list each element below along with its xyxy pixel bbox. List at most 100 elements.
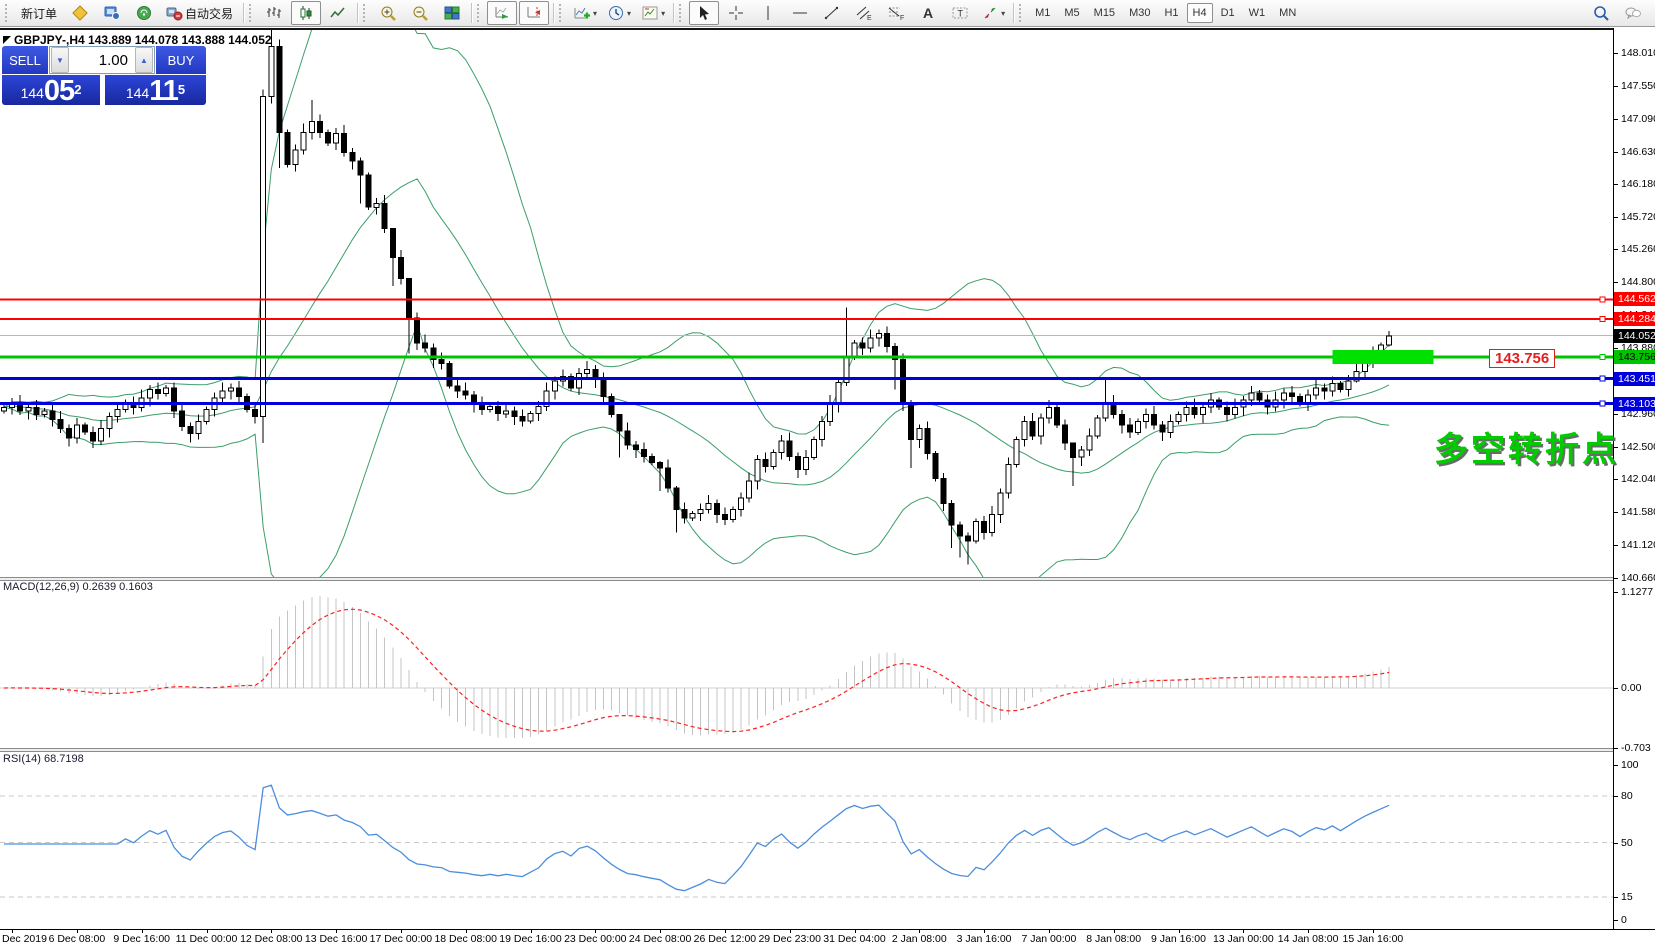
chart-window[interactable] (0, 28, 1655, 947)
symbol-quotes: 143.889 144.078 143.888 144.052 (88, 33, 272, 47)
price-tick-label: 80 (1621, 790, 1633, 802)
horizontal-line-button[interactable] (785, 1, 815, 25)
zoom-out-icon (413, 6, 428, 21)
line-handle[interactable] (1599, 353, 1606, 360)
timeframe-mn-button[interactable]: MN (1279, 7, 1297, 19)
buy-price-big: 11 (149, 75, 179, 107)
highlight-rectangle[interactable] (1332, 349, 1434, 364)
templates-button[interactable]: ▾ (637, 1, 669, 25)
price-callout-box[interactable]: 143.756 (1489, 349, 1556, 368)
new-order-button[interactable]: 新订单 (21, 6, 58, 21)
price-tick-label: 144.800 (1621, 276, 1655, 289)
price-axis[interactable]: 148.010 147.550 147.090 146.630 146.180 145.7… (1613, 28, 1655, 929)
line-handle[interactable] (1599, 400, 1606, 407)
text-button[interactable]: A (913, 1, 943, 25)
volume-input[interactable] (70, 50, 134, 70)
sell-price-display[interactable]: 144 05 2 (2, 75, 100, 106)
toolbar-grip[interactable] (363, 4, 369, 22)
turning-point-annotation[interactable]: 多空转折点 (1434, 431, 1619, 469)
autotrading-button[interactable]: 自动交易 (161, 1, 239, 25)
macd-panel[interactable] (0, 582, 1613, 748)
zoom-out-button[interactable] (405, 1, 435, 25)
arrows-button[interactable]: ▾ (977, 1, 1009, 25)
time-axis-tick (12, 930, 14, 933)
time-axis-tick (76, 930, 78, 933)
time-label: 7 Jan 00:00 (1021, 933, 1077, 945)
bollinger-bands[interactable] (3, 30, 1390, 578)
volume-decrease-button[interactable]: ▼ (51, 47, 69, 73)
panel-divider[interactable] (0, 577, 1655, 581)
fibonacci-button[interactable]: F (881, 1, 911, 25)
line-handle[interactable] (1599, 316, 1606, 323)
zoom-in-button[interactable] (373, 1, 403, 25)
time-axis[interactable]: Dec 2019 6 Dec 08:00 9 Dec 16:00 11 Dec 00:… (0, 929, 1655, 947)
candlestick-button[interactable] (291, 1, 322, 25)
metaeditor-button[interactable] (65, 1, 95, 25)
timeframe-w1-button[interactable]: W1 (1248, 7, 1266, 19)
time-label: 19 Dec 16:00 (499, 933, 562, 945)
price-axis-tick (1614, 282, 1618, 284)
toolbar-grip[interactable] (559, 4, 565, 22)
timeframe-m15-button[interactable]: M15 (1093, 7, 1116, 19)
channel-button[interactable]: E (849, 1, 879, 25)
bar-chart-button[interactable] (259, 1, 289, 25)
auto-scroll-button[interactable] (487, 1, 518, 25)
tile-windows-button[interactable] (437, 1, 467, 25)
time-axis-tick (400, 930, 402, 933)
line-chart-button[interactable] (323, 1, 353, 25)
toolbar-grip[interactable] (5, 4, 11, 22)
price-axis-tick (1614, 53, 1618, 54)
timeframe-h4-button[interactable]: H4 (1186, 3, 1213, 23)
toolbar-grip[interactable] (1019, 4, 1025, 22)
search-button[interactable] (1586, 1, 1616, 25)
timeframe-h1-button[interactable]: H1 (1164, 7, 1179, 19)
time-label: 23 Dec 00:00 (564, 933, 627, 945)
timeframe-d1-button[interactable]: D1 (1220, 7, 1235, 19)
panel-divider[interactable] (0, 748, 1655, 752)
time-axis-tick (854, 930, 856, 933)
time-axis-tick (206, 930, 208, 933)
chat-button[interactable] (1618, 1, 1648, 25)
candles[interactable] (1, 30, 1393, 565)
terminal-button[interactable] (97, 1, 127, 25)
buy-price-display[interactable]: 144 11 5 (105, 75, 206, 107)
label-button[interactable]: T (945, 1, 975, 25)
vertical-line-button[interactable] (753, 1, 783, 25)
volume-increase-button[interactable]: ▲ (135, 47, 153, 73)
candlestick-chart[interactable] (0, 30, 1613, 578)
sell-button[interactable]: SELL (2, 46, 48, 74)
line-handle[interactable] (1599, 375, 1606, 382)
text-icon: A (923, 5, 933, 21)
time-label: 6 Dec 08:00 (48, 933, 106, 945)
time-axis-tick (724, 930, 726, 933)
toolbar-separator (471, 3, 474, 23)
time-label: 8 Jan 08:00 (1086, 933, 1142, 945)
macd-signal-line (3, 608, 1390, 733)
timeframe-m30-button[interactable]: M30 (1129, 7, 1151, 19)
main-toolbar: 新订单 自动交易 ▾ ▾ ▾ E F A T ▾ M1 M5 M15 M30 H1 H4 D1 W1 MN (0, 0, 1655, 27)
price-tick-label: 146.630 (1621, 145, 1655, 158)
time-label: 2 Jan 08:00 (891, 933, 947, 945)
indicators-button[interactable]: ▾ (569, 1, 601, 25)
price-axis-tick (1614, 85, 1618, 87)
arrows-icon (984, 7, 996, 19)
time-label: 17 Dec 00:00 (369, 933, 433, 945)
rsi-panel[interactable] (0, 753, 1613, 929)
toolbar-grip[interactable] (679, 4, 685, 22)
trendline-button[interactable] (817, 1, 847, 25)
cursor-button[interactable] (689, 1, 720, 25)
timeframe-m5-button[interactable]: M5 (1064, 7, 1080, 19)
toolbar-grip[interactable] (249, 4, 255, 22)
buy-button[interactable]: BUY (156, 46, 206, 74)
time-axis-tick (271, 930, 273, 933)
periods-button[interactable]: ▾ (603, 1, 635, 25)
toolbar-grip[interactable] (477, 4, 483, 22)
crosshair-button[interactable] (721, 1, 751, 25)
vertical-line-icon (767, 6, 769, 20)
line-handle[interactable] (1599, 296, 1606, 303)
chart-shift-button[interactable] (519, 1, 550, 25)
time-axis-tick (1243, 930, 1245, 933)
signal-button[interactable] (129, 1, 159, 25)
timeframe-m1-button[interactable]: M1 (1035, 7, 1051, 19)
